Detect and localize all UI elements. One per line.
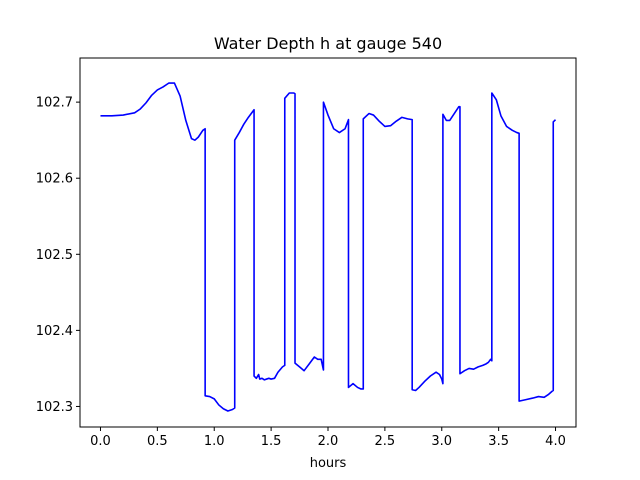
x-tick-label: 2.5 [375, 434, 396, 449]
y-axis-ticks: 102.3 102.4 102.5 102.6 102.7 [36, 96, 80, 415]
y-tick-label: 102.5 [36, 248, 73, 263]
x-tick-label: 3.5 [488, 434, 509, 449]
series-line-1 [100, 82, 557, 412]
y-tick-label: 102.4 [36, 324, 73, 339]
x-tick-label: 1.0 [204, 434, 225, 449]
series-layer [100, 82, 557, 412]
x-tick-label: 1.5 [261, 434, 282, 449]
x-tick-label: 2.0 [318, 434, 339, 449]
x-axis-ticks: 0.0 0.5 1.0 1.5 2.0 2.5 3.0 3.5 4.0 [90, 427, 566, 449]
x-tick-label: 4.0 [545, 434, 566, 449]
y-tick-label: 102.3 [36, 400, 73, 415]
x-tick-label: 0.0 [90, 434, 111, 449]
x-tick-label: 0.5 [147, 434, 168, 449]
axes-frame [79, 57, 577, 428]
x-axis-label: hours [310, 456, 347, 471]
plot-area: 0.0 0.5 1.0 1.5 2.0 2.5 3.0 3.5 4.0 102.3102.410… [36, 57, 577, 449]
y-tick-label: 102.7 [36, 96, 73, 111]
x-tick-label: 3.0 [431, 434, 452, 449]
chart-title: Water Depth h at gauge 540 [214, 34, 442, 53]
y-tick-label: 102.6 [36, 172, 73, 187]
